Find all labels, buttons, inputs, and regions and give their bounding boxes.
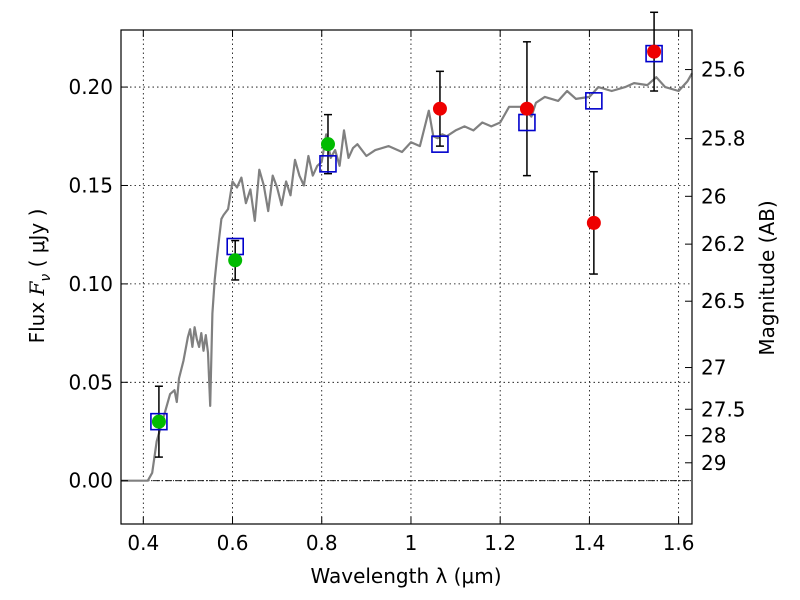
x-tick-label: 1.4 [573, 531, 605, 555]
green-data-point [151, 414, 166, 429]
model-square-marker [150, 412, 168, 431]
plot-frame [120, 29, 693, 525]
mag-tick-label: 25.8 [701, 127, 746, 151]
errorbar-layer [154, 11, 659, 458]
x-tick-label: 1.6 [663, 531, 695, 555]
mag-tick-label: 26.2 [701, 232, 746, 256]
green-data-point [228, 253, 243, 268]
y-axis-label-unit: ( μJy ) [25, 209, 49, 274]
y-axis-label: Flux Fν ( μJy ) [25, 209, 54, 344]
y-axis-label-symbol: F [25, 280, 49, 296]
x-tick-label: 0.8 [306, 531, 338, 555]
red-data-point [647, 44, 662, 59]
x-axis-label: Wavelength λ (μm) [310, 564, 501, 588]
green-data-point [320, 137, 335, 152]
red-data-point [519, 101, 534, 116]
mag-tick-label: 29 [701, 451, 726, 475]
y-tick-label: 0.10 [68, 272, 113, 296]
model-square-marker [319, 155, 337, 173]
red-data-point [586, 215, 601, 230]
tick-layer [121, 30, 692, 524]
y-axis-label-subscript: ν [38, 274, 54, 282]
mag-tick-label: 27.5 [701, 397, 746, 421]
mag-tick-label: 26.5 [701, 289, 746, 313]
tick-label-layer: 0.4 0.6 0.8 1 1.2 1.4 1.6 0.00 0.05 0.10 0.15 0.20 2… [68, 58, 745, 555]
mag-tick-label: 26 [701, 184, 726, 208]
marker-layer [150, 44, 663, 431]
mag-tick-label: 27 [701, 356, 726, 380]
y-axis-label-prefix: Flux [25, 295, 49, 343]
spectrum-layer [121, 72, 693, 482]
y-tick-label: 0.05 [68, 370, 113, 394]
spectrum-line [121, 72, 693, 482]
red-data-point [432, 101, 447, 116]
y-tick-label: 0.00 [68, 469, 113, 493]
y2-axis-label: Magnitude (AB) [755, 200, 779, 355]
model-square-marker [585, 92, 603, 110]
y-tick-label: 0.15 [68, 173, 113, 197]
model-square-marker [431, 135, 449, 153]
x-tick-label: 1 [405, 531, 418, 555]
x-tick-label: 0.4 [127, 531, 159, 555]
y-tick-label: 0.20 [68, 75, 113, 99]
mag-tick-label: 25.6 [701, 58, 746, 82]
grid [121, 30, 692, 524]
x-tick-label: 1.2 [484, 531, 516, 555]
mag-tick-label: 28 [701, 424, 726, 448]
x-tick-label: 0.6 [217, 531, 249, 555]
